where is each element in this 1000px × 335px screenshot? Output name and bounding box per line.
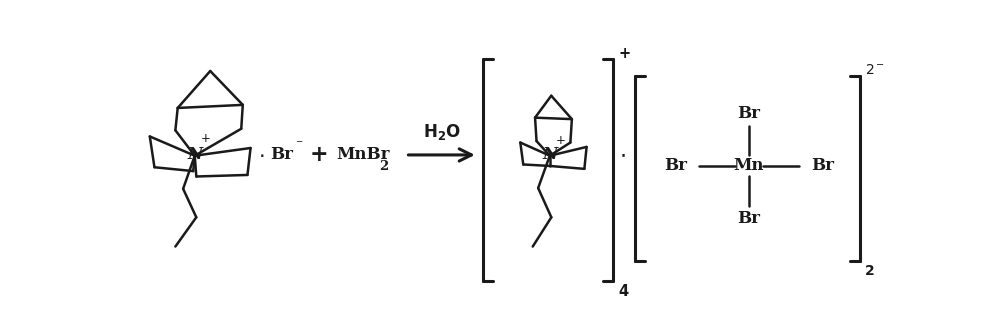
Text: $\mathbf{H_2O}$: $\mathbf{H_2O}$: [423, 122, 461, 142]
Text: $2^-$: $2^-$: [865, 63, 885, 77]
Text: 2: 2: [379, 160, 388, 173]
Text: Mn: Mn: [734, 157, 764, 174]
Text: +: +: [619, 46, 631, 61]
Text: N: N: [188, 146, 203, 163]
Text: 4: 4: [619, 284, 629, 299]
Text: $^-$: $^-$: [294, 138, 304, 151]
Text: Br: Br: [811, 157, 834, 174]
Text: 2: 2: [865, 264, 875, 278]
Text: Br: Br: [737, 105, 760, 122]
Text: +: +: [201, 132, 211, 145]
Text: N: N: [543, 146, 558, 163]
Text: Br: Br: [664, 157, 687, 174]
Text: +: +: [556, 134, 566, 147]
Text: $\cdot$: $\cdot$: [258, 145, 265, 165]
Text: Br: Br: [270, 146, 293, 163]
Text: Br: Br: [737, 210, 760, 226]
Text: $\cdot$: $\cdot$: [619, 145, 626, 165]
Text: MnBr: MnBr: [336, 146, 389, 163]
Text: +: +: [309, 144, 328, 166]
